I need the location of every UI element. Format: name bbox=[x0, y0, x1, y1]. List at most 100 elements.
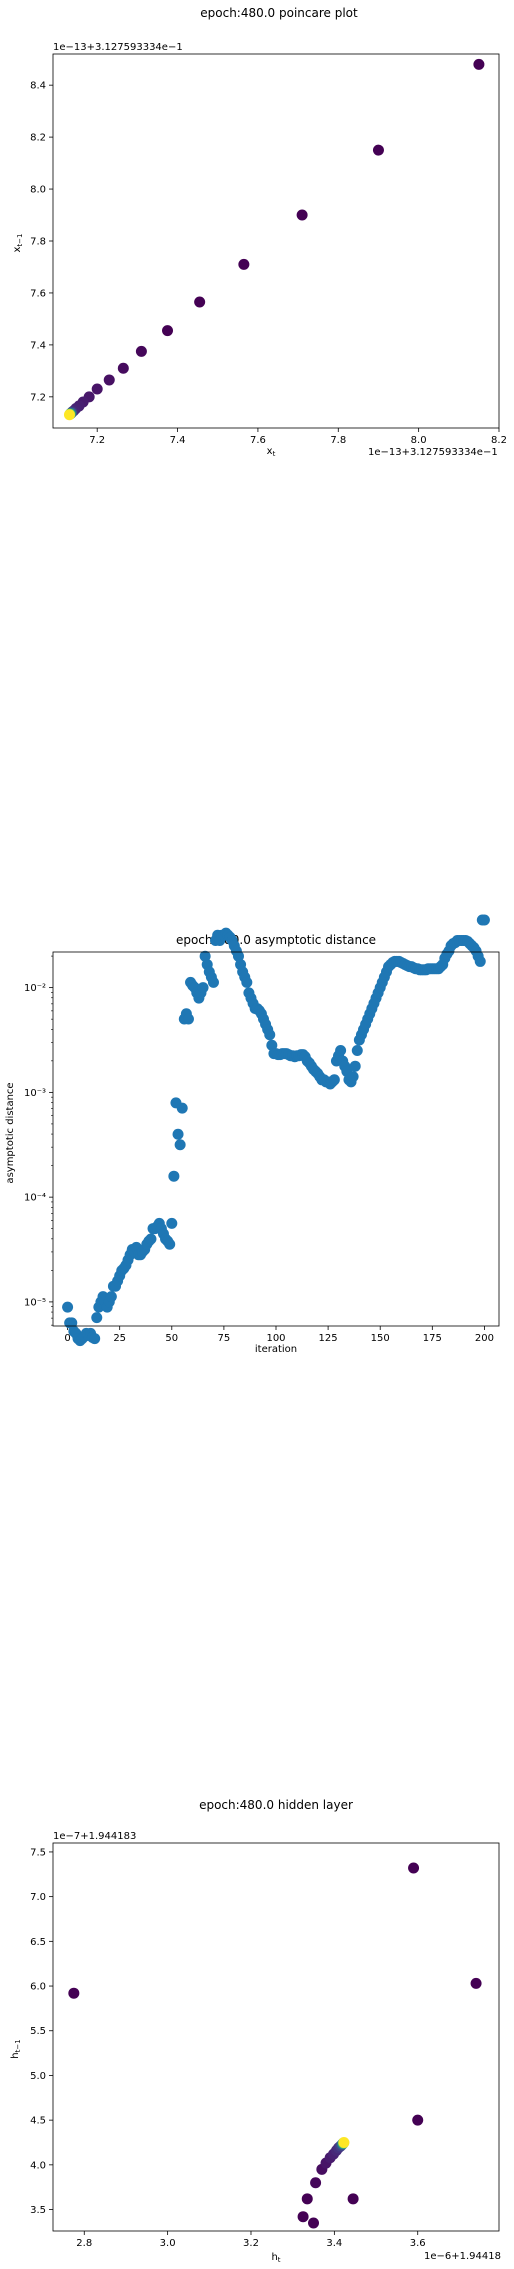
x-tick-label: 175 bbox=[423, 1333, 442, 1344]
data-point bbox=[296, 209, 308, 221]
y-tick-label: 5.5 bbox=[30, 2026, 46, 2037]
data-point bbox=[264, 1029, 276, 1041]
data-point bbox=[266, 1039, 278, 1051]
data-point bbox=[347, 2193, 359, 2205]
data-point bbox=[335, 1044, 347, 1056]
data-point bbox=[105, 1291, 117, 1303]
data-point bbox=[207, 976, 219, 988]
y-tick-label: 7.2 bbox=[30, 392, 46, 403]
y-tick-label: 7.8 bbox=[30, 237, 46, 248]
y-tick-label: 7.6 bbox=[30, 288, 46, 299]
data-point bbox=[347, 1071, 359, 1083]
y-tick-label: 10⁻⁵ bbox=[24, 1297, 46, 1308]
asymptotic-distance-chart: epoch:480.0 asymptotic distance iteratio… bbox=[5, 914, 500, 1355]
x-axis-label: xt bbox=[267, 446, 276, 458]
data-point bbox=[145, 1233, 157, 1245]
data-point bbox=[117, 362, 129, 374]
x-tick-label: 8.2 bbox=[491, 435, 507, 446]
data-point bbox=[168, 1170, 180, 1182]
data-point bbox=[297, 2211, 309, 2223]
y-offset-label: 1e−7+1.944183 bbox=[53, 1831, 136, 1842]
x-offset-label: 1e−6+1.94418 bbox=[424, 2251, 501, 2262]
data-point bbox=[164, 1238, 176, 1250]
data-point bbox=[172, 1128, 184, 1140]
data-point bbox=[474, 955, 486, 967]
x-tick-label: 0 bbox=[64, 1333, 70, 1344]
data-point bbox=[174, 1139, 186, 1151]
data-point bbox=[135, 345, 147, 357]
x-tick-label: 3.0 bbox=[160, 2238, 176, 2249]
x-tick-label: 7.4 bbox=[170, 435, 186, 446]
x-tick-label: 100 bbox=[266, 1333, 285, 1344]
hidden-layer-chart: epoch:480.0 hidden layer 1e−7+1.944183 1… bbox=[10, 1798, 501, 2264]
plot-frame bbox=[52, 53, 500, 429]
y-axis-label: ht−1 bbox=[10, 2039, 22, 2058]
y-tick-label: 7.5 bbox=[30, 1847, 46, 1858]
x-tick-label: 200 bbox=[475, 1333, 494, 1344]
data-point bbox=[351, 1044, 363, 1056]
x-tick-label: 50 bbox=[165, 1333, 178, 1344]
data-point bbox=[89, 1333, 101, 1345]
x-tick-label: 75 bbox=[218, 1333, 231, 1344]
data-point bbox=[238, 258, 250, 270]
data-point bbox=[194, 296, 206, 308]
data-point bbox=[91, 383, 103, 395]
x-tick-label: 8.0 bbox=[411, 435, 427, 446]
x-tick-label: 3.6 bbox=[410, 2238, 426, 2249]
y-tick-label: 8.0 bbox=[30, 185, 46, 196]
data-point bbox=[91, 1312, 103, 1324]
y-tick-label: 6.5 bbox=[30, 1937, 46, 1948]
y-tick-label: 7.0 bbox=[30, 1892, 46, 1903]
chart-title: epoch:480.0 hidden layer bbox=[199, 1798, 353, 1812]
data-point bbox=[62, 1301, 74, 1313]
plot-frame bbox=[52, 1842, 500, 2232]
y-tick-label: 10⁻³ bbox=[24, 1088, 46, 1099]
y-tick-label: 6.0 bbox=[30, 1982, 46, 1993]
x-axis-label: ht bbox=[271, 2252, 280, 2264]
data-point bbox=[470, 1977, 482, 1989]
data-point bbox=[328, 1074, 340, 1086]
x-tick-label: 2.8 bbox=[76, 2238, 92, 2249]
chart-title: epoch:480.0 asymptotic distance bbox=[176, 933, 376, 947]
chart-title: epoch:480.0 poincare plot bbox=[200, 6, 358, 20]
plot-frame bbox=[52, 951, 500, 1327]
data-point bbox=[176, 1102, 188, 1114]
y-tick-label: 10⁻⁴ bbox=[24, 1193, 46, 1204]
x-tick-label: 25 bbox=[113, 1333, 126, 1344]
data-point bbox=[372, 144, 384, 156]
y-tick-label: 3.5 bbox=[30, 2205, 46, 2216]
data-point bbox=[412, 2114, 424, 2126]
data-point bbox=[103, 374, 115, 386]
y-tick-label: 8.2 bbox=[30, 133, 46, 144]
y-tick-label: 4.0 bbox=[30, 2160, 46, 2171]
x-tick-label: 7.6 bbox=[250, 435, 266, 446]
data-point bbox=[232, 950, 244, 962]
x-tick-label: 7.2 bbox=[89, 435, 105, 446]
data-point bbox=[408, 1862, 420, 1874]
data-point bbox=[308, 2217, 320, 2229]
x-tick-label: 150 bbox=[371, 1333, 390, 1344]
data-point bbox=[478, 914, 490, 926]
data-point bbox=[310, 2177, 322, 2189]
y-tick-label: 4.5 bbox=[30, 2116, 46, 2127]
data-point bbox=[349, 1060, 361, 1072]
y-tick-label: 7.4 bbox=[30, 340, 46, 351]
x-tick-label: 3.2 bbox=[243, 2238, 259, 2249]
y-tick-label: 5.0 bbox=[30, 2071, 46, 2082]
y-tick-label: 8.4 bbox=[30, 81, 46, 92]
data-point bbox=[301, 2193, 313, 2205]
data-point bbox=[166, 1217, 178, 1229]
data-point bbox=[473, 58, 485, 70]
x-tick-label: 3.4 bbox=[326, 2238, 342, 2249]
data-point bbox=[63, 409, 75, 421]
y-axis-label: xt−1 bbox=[12, 234, 24, 253]
data-point bbox=[162, 325, 174, 337]
data-point bbox=[68, 1987, 80, 1999]
x-tick-label: 125 bbox=[319, 1333, 338, 1344]
y-axis-label: asymptotic distance bbox=[5, 1082, 16, 1183]
x-tick-label: 7.8 bbox=[330, 435, 346, 446]
data-point bbox=[338, 2136, 350, 2148]
data-point bbox=[197, 982, 209, 994]
data-point bbox=[199, 950, 211, 962]
y-tick-label: 10⁻² bbox=[24, 983, 46, 994]
